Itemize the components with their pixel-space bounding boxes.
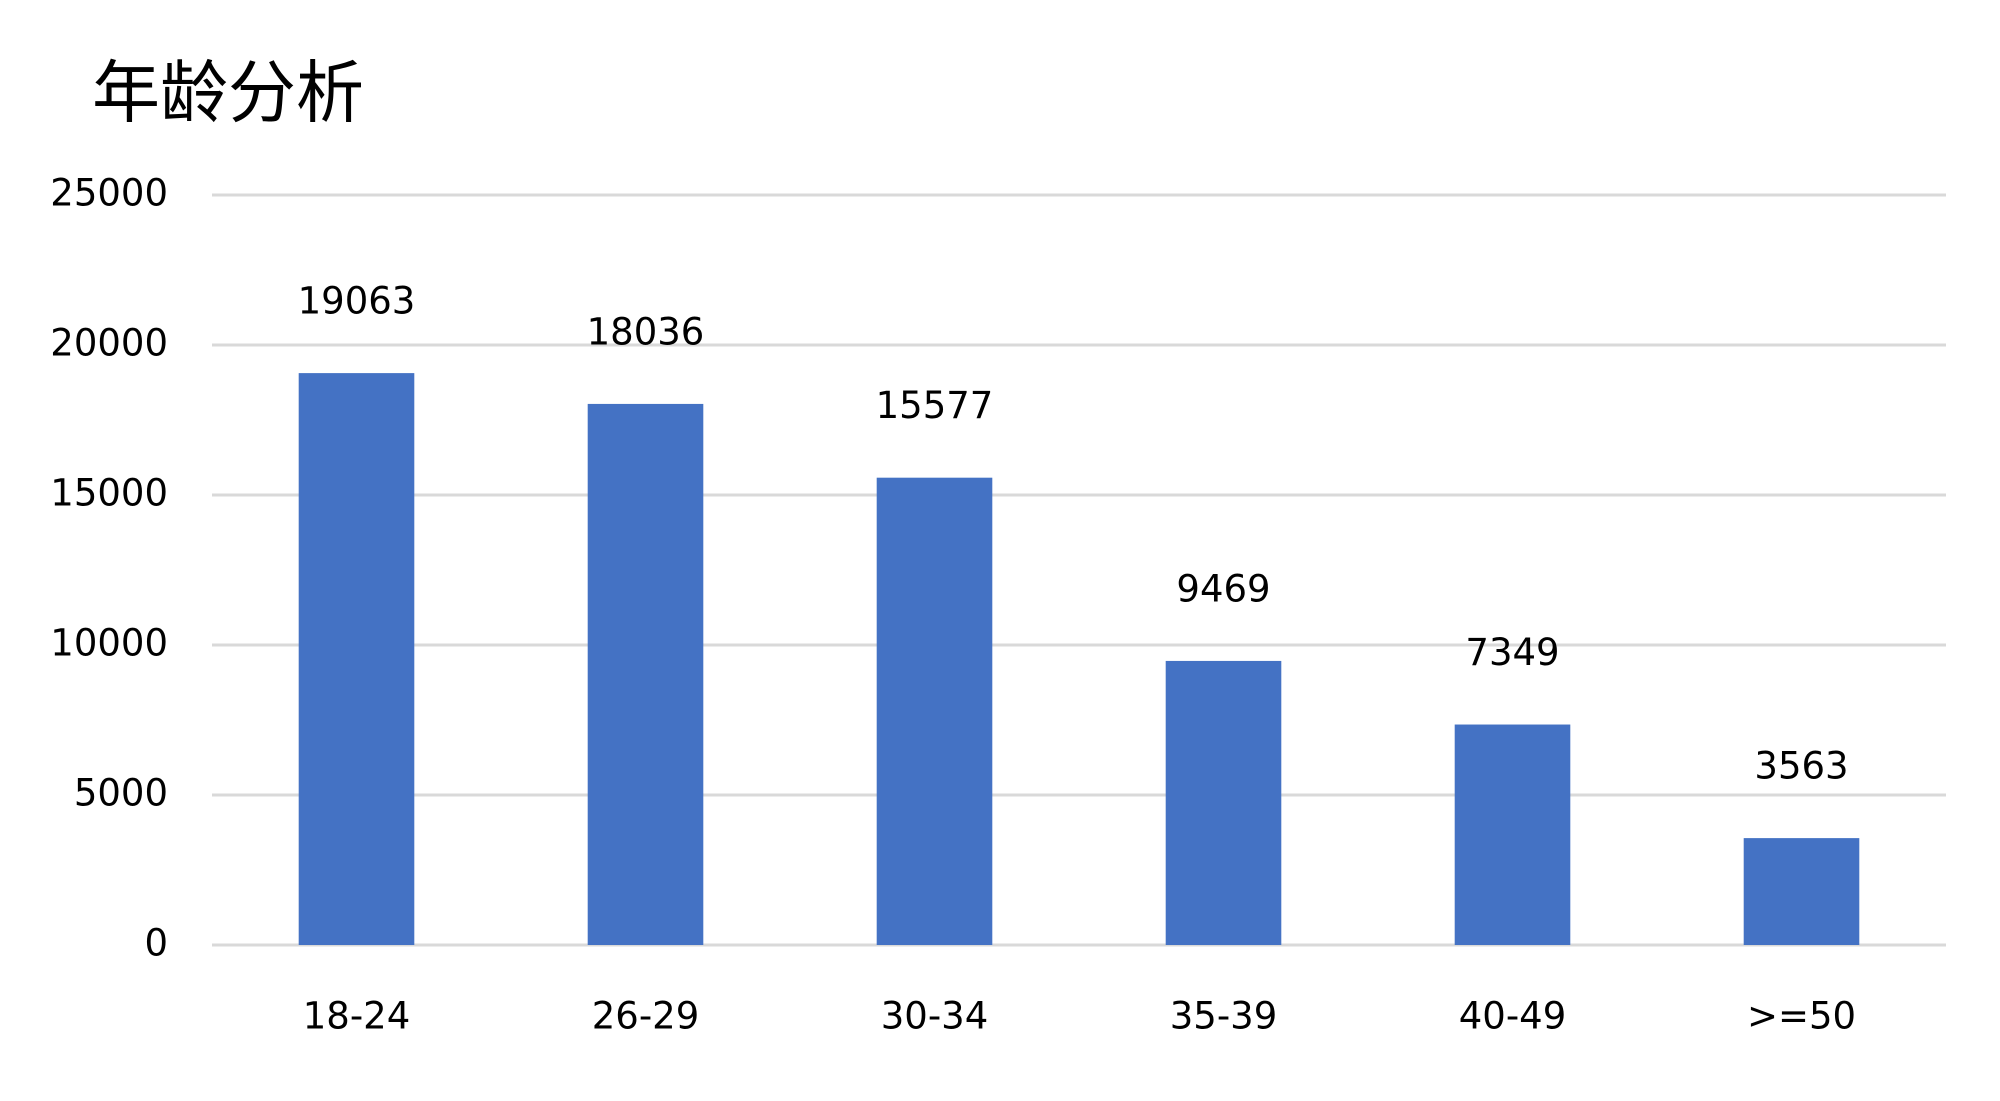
x-tick-label: >=50 [1747,995,1856,1038]
data-label: 7349 [1465,631,1559,674]
x-tick-label: 30-34 [881,995,989,1038]
bar [1743,838,1860,945]
bar [1454,724,1571,945]
y-tick-label: 20000 [50,322,168,365]
data-label: 3563 [1754,745,1848,788]
bar [298,373,415,945]
data-label: 19063 [298,280,416,323]
bar [587,403,704,945]
x-tick-label: 26-29 [592,995,700,1038]
bar [1165,660,1282,945]
data-label: 9469 [1176,567,1270,610]
data-label: 15577 [876,384,994,427]
x-tick-label: 40-49 [1459,995,1567,1038]
bar [876,477,993,945]
y-tick-label: 10000 [50,622,168,665]
x-tick-label: 35-39 [1170,995,1278,1038]
y-tick-label: 0 [144,922,168,965]
x-tick-label: 18-24 [303,995,411,1038]
y-tick-label: 25000 [50,172,168,215]
data-label: 18036 [587,310,705,353]
y-tick-label: 15000 [50,472,168,515]
chart-title: 年龄分析 [92,55,364,134]
y-tick-label: 5000 [74,772,168,815]
